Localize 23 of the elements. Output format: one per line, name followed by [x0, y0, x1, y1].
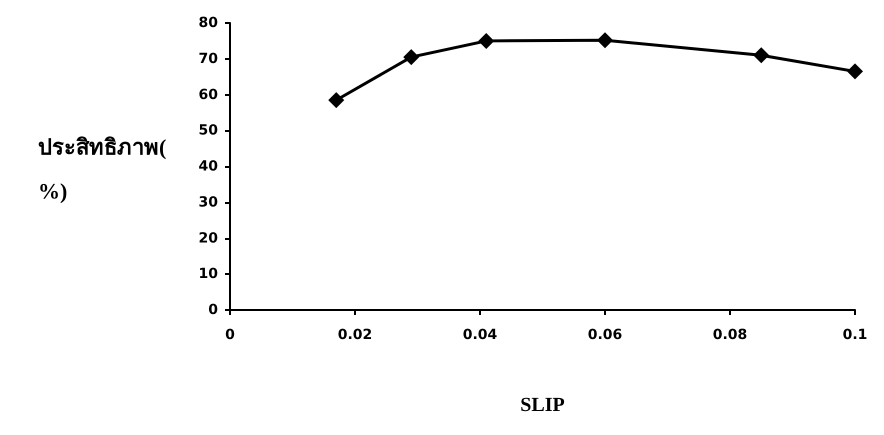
x-tick-label: 0	[225, 327, 236, 343]
y-tick-label: 40	[198, 158, 218, 174]
point	[597, 32, 613, 48]
y-tick-label: 80	[198, 15, 218, 31]
x-tick-label: 0.04	[462, 327, 498, 343]
y-tick-label: 30	[198, 194, 218, 210]
x-tick-label: 0.02	[338, 327, 372, 343]
point	[478, 32, 494, 49]
point	[753, 47, 770, 64]
x-tick-label: 0.1	[842, 327, 868, 343]
point	[847, 63, 863, 80]
x-tick-label: 0.06	[588, 327, 622, 343]
point	[328, 92, 344, 108]
x-axis-title: SLIP	[520, 394, 565, 416]
y-tick-label: 60	[198, 86, 218, 103]
y-axis-title: ประสิทธิภาพ(%)	[38, 134, 166, 204]
y-tick-label: 70	[198, 50, 218, 67]
y-tick-label: 50	[198, 122, 218, 139]
y-tick-label: 0	[208, 302, 218, 318]
y-tick-label: 20	[198, 230, 218, 246]
y-tick-label: 10	[198, 266, 218, 282]
point	[403, 49, 420, 66]
x-tick-label: 0.08	[712, 327, 748, 343]
